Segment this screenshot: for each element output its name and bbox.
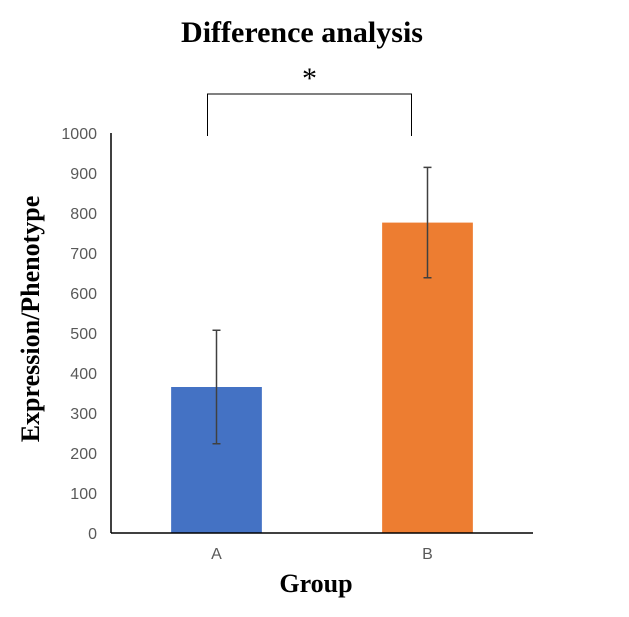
y-tick-label: 100 — [70, 486, 97, 503]
error-bar-A — [212, 329, 221, 445]
y-tick-label: 600 — [70, 286, 97, 303]
y-tick-label: 1000 — [61, 126, 97, 143]
y-axis-ticks: 0 100 200 300 400 500 600 700 800 900 1000 — [61, 126, 97, 543]
significance-bracket — [207, 93, 412, 136]
error-bars — [212, 166, 432, 445]
y-tick-label: 300 — [70, 406, 97, 423]
y-tick-label: 0 — [88, 526, 97, 543]
error-bar-B — [423, 166, 432, 279]
y-tick-label: 700 — [70, 246, 97, 263]
y-tick-label: 900 — [70, 166, 97, 183]
x-tick-label: A — [211, 546, 222, 563]
y-tick-label: 800 — [70, 206, 97, 223]
y-tick-label: 500 — [70, 326, 97, 343]
y-tick-label: 200 — [70, 446, 97, 463]
y-axis-title: Expression/Phenotype — [16, 196, 45, 443]
x-tick-label: B — [422, 546, 433, 563]
significance-label: * — [302, 62, 317, 95]
x-axis-title: Group — [279, 569, 352, 598]
chart-title: Difference analysis — [181, 16, 423, 49]
y-tick-label: 400 — [70, 366, 97, 383]
